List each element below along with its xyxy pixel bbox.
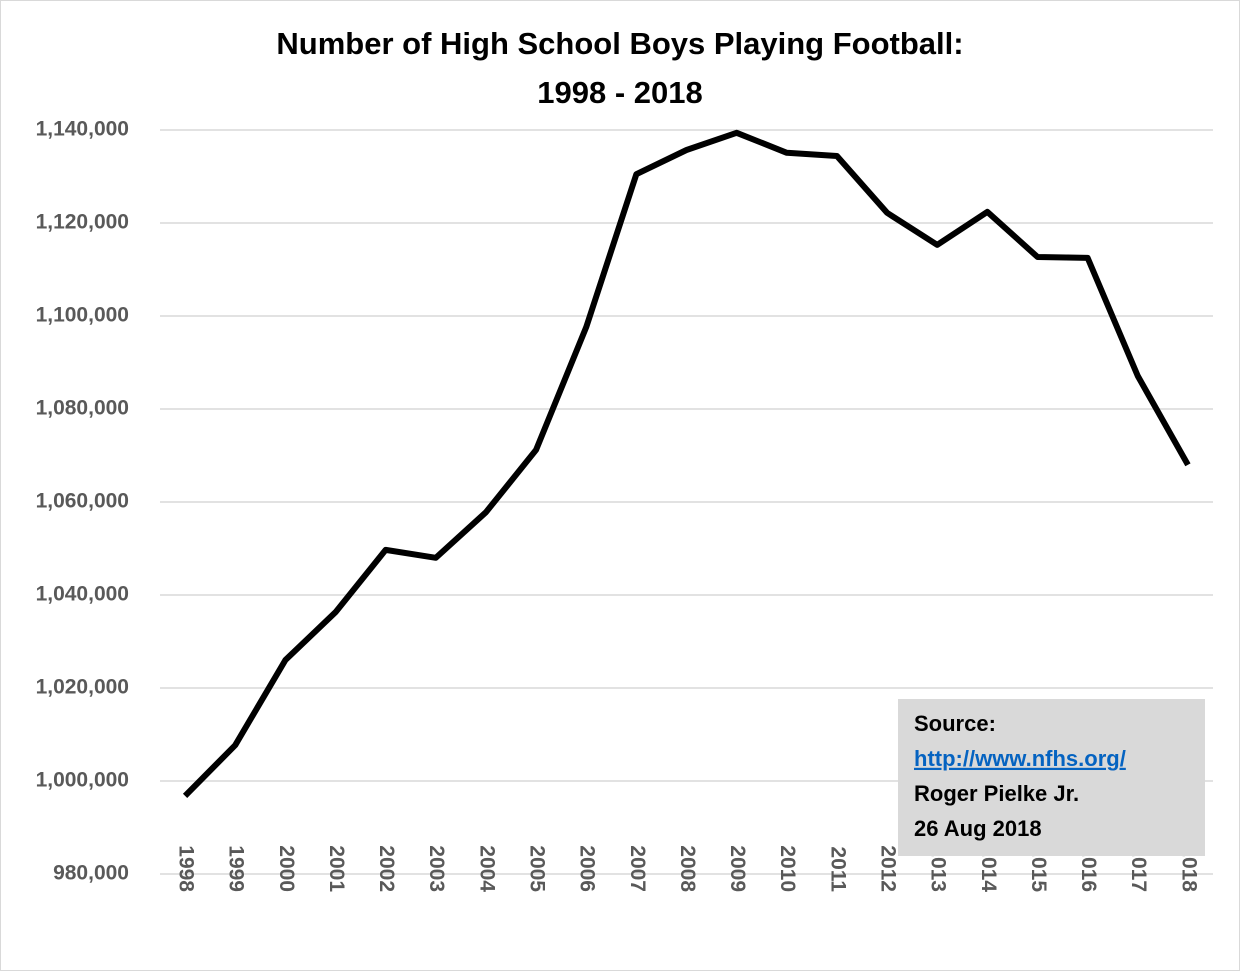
note-heading: Source: bbox=[914, 711, 996, 736]
y-tick-label: 1,000,000 bbox=[36, 769, 129, 792]
source-link[interactable]: http://www.nfhs.org/ bbox=[914, 746, 1126, 771]
x-tick-label: 2016 bbox=[1077, 845, 1100, 892]
y-tick-label: 1,060,000 bbox=[36, 490, 129, 513]
note-author: Roger Pielke Jr. bbox=[914, 781, 1079, 806]
y-tick-label: 980,000 bbox=[53, 862, 129, 885]
chart-title: Number of High School Boys Playing Footb… bbox=[276, 26, 963, 61]
x-tick-label: 2017 bbox=[1127, 845, 1150, 892]
y-tick-label: 1,020,000 bbox=[36, 676, 129, 699]
x-tick-label: 1998 bbox=[175, 845, 198, 892]
x-tick-label: 2007 bbox=[626, 845, 649, 892]
y-tick-label: 1,100,000 bbox=[36, 304, 129, 327]
x-tick-label: 2002 bbox=[375, 845, 398, 892]
x-tick-label: 2013 bbox=[927, 845, 950, 892]
x-tick-label: 2004 bbox=[475, 845, 498, 892]
source-box: Source: http://www.nfhs.org/ Roger Pielk… bbox=[898, 699, 1205, 856]
x-tick-label: 2015 bbox=[1027, 845, 1050, 892]
x-tick-label: 2005 bbox=[526, 845, 549, 892]
x-tick-label: 2001 bbox=[325, 845, 348, 892]
plot-area: 980,000 1,000,000 1,020,000 1,040,000 1,060,… bbox=[36, 118, 1213, 892]
note-date: 26 Aug 2018 bbox=[914, 816, 1042, 841]
x-tick-label: 2006 bbox=[576, 845, 599, 892]
x-tick-label: 2010 bbox=[776, 845, 799, 892]
y-tick-label: 1,140,000 bbox=[36, 118, 129, 141]
x-tick-label: 2012 bbox=[877, 845, 900, 892]
y-tick-label: 1,080,000 bbox=[36, 397, 129, 420]
x-tick-label: 2000 bbox=[275, 845, 298, 892]
data-line bbox=[182, 129, 1191, 798]
x-tick-label: 2003 bbox=[425, 845, 448, 892]
x-tick-label: 2011 bbox=[826, 846, 849, 892]
x-tick-label: 1999 bbox=[225, 845, 248, 892]
y-tick-label: 1,120,000 bbox=[36, 211, 129, 234]
x-tick-label: 2018 bbox=[1177, 845, 1200, 892]
x-tick-label: 2014 bbox=[977, 845, 1000, 892]
note-background bbox=[898, 699, 1205, 856]
x-tick-label: 2009 bbox=[726, 845, 749, 892]
chart-title: 1998 - 2018 bbox=[537, 75, 702, 110]
y-tick-label: 1,040,000 bbox=[36, 583, 129, 606]
x-tick-label: 2008 bbox=[676, 845, 699, 892]
